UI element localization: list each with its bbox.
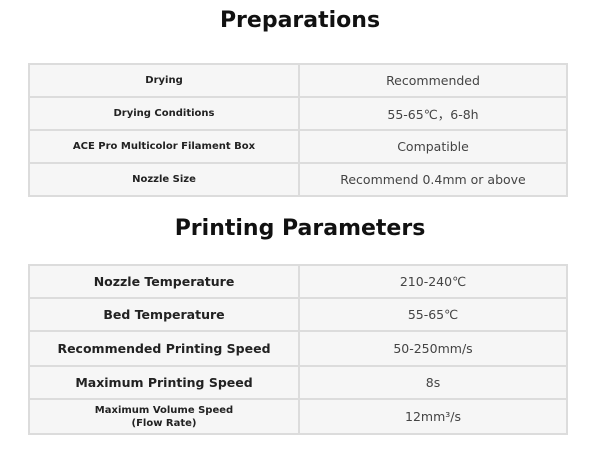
row-label-line2: (Flow Rate): [131, 417, 197, 429]
row-value: Compatible: [298, 129, 568, 164]
printing-parameters-table: Nozzle Temperature 210-240℃ Bed Temperatu…: [28, 264, 568, 435]
row-label: Bed Temperature: [28, 297, 300, 332]
row-label: Recommended Printing Speed: [28, 330, 300, 367]
row-value: Recommend 0.4mm or above: [298, 162, 568, 197]
table-row: Bed Temperature 55-65℃: [28, 297, 568, 332]
table-row: Recommended Printing Speed 50-250mm/s: [28, 330, 568, 367]
table-row: Drying Recommended: [28, 63, 568, 98]
preparations-title: Preparations: [219, 8, 381, 33]
row-label-line1: Maximum Volume Speed: [94, 404, 234, 416]
row-label: Drying: [28, 63, 300, 98]
preparations-table: Drying Recommended Drying Conditions 55-65…: [28, 63, 568, 197]
row-label: Nozzle Size: [28, 162, 300, 197]
row-value: 12mm³/s: [298, 398, 568, 435]
row-value: 55-65℃: [298, 297, 568, 332]
row-label: Maximum Volume Speed (Flow Rate): [28, 398, 300, 435]
row-value: 50-250mm/s: [298, 330, 568, 367]
row-value: 55-65℃，6-8h: [298, 96, 568, 131]
table-row: Drying Conditions 55-65℃，6-8h: [28, 96, 568, 131]
row-label: ACE Pro Multicolor Filament Box: [28, 129, 300, 164]
table-row: Nozzle Temperature 210-240℃: [28, 264, 568, 299]
row-label: Nozzle Temperature: [28, 264, 300, 299]
row-label: Drying Conditions: [28, 96, 300, 131]
row-value: 210-240℃: [298, 264, 568, 299]
printing-parameters-title: Printing Parameters: [174, 216, 426, 241]
table-row: Nozzle Size Recommend 0.4mm or above: [28, 162, 568, 197]
row-label: Maximum Printing Speed: [28, 365, 300, 400]
table-row: Maximum Printing Speed 8s: [28, 365, 568, 400]
row-value: Recommended: [298, 63, 568, 98]
table-row: Maximum Volume Speed (Flow Rate) 12mm³/s: [28, 398, 568, 435]
row-value: 8s: [298, 365, 568, 400]
table-row: ACE Pro Multicolor Filament Box Compatibl…: [28, 129, 568, 164]
